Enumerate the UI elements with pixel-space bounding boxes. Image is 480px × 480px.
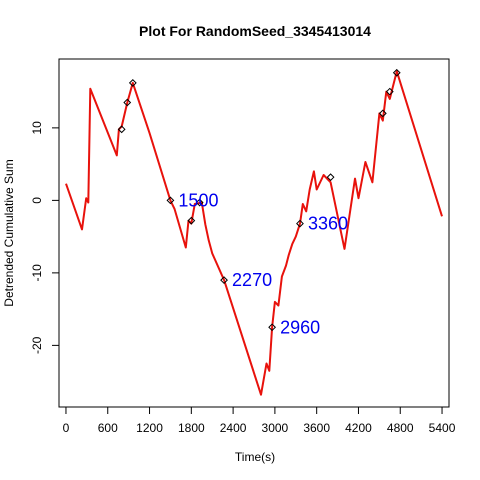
- x-tick-label: 4200: [345, 421, 372, 435]
- diamond-marker: [123, 98, 132, 107]
- diamond-marker: [117, 125, 126, 134]
- diamond-marker: [195, 198, 204, 207]
- diamond-marker: [128, 79, 137, 87]
- diamond-marker: [296, 219, 304, 228]
- x-tick-label: 4800: [387, 421, 414, 435]
- diamond-marker: [378, 109, 387, 118]
- marker-group: [117, 68, 401, 332]
- y-tick-label: 0: [30, 197, 44, 204]
- x-tick-label: 600: [98, 421, 118, 435]
- y-axis: -20 -10 0 10: [30, 121, 60, 354]
- x-tick-label: 5400: [429, 421, 456, 435]
- diamond-marker: [220, 276, 228, 285]
- x-tick-label: 1800: [178, 421, 205, 435]
- diamond-marker: [268, 323, 277, 332]
- x-axis: 0 600 1200 1800 2400 3000 3600 4200 4800 5400: [63, 406, 456, 435]
- series-line-0: [65, 70, 443, 396]
- y-tick-label: 10: [30, 121, 44, 135]
- plot-frame: [58, 58, 450, 408]
- annotation-label: 2270: [232, 270, 272, 290]
- y-tick-label: -20: [30, 336, 44, 354]
- x-tick-label: 2400: [220, 421, 247, 435]
- chart-title: Plot For RandomSeed_3345413014: [139, 23, 371, 39]
- annotation-group: 1500 2270 2960 3360: [178, 190, 348, 337]
- diamond-marker: [166, 196, 175, 205]
- diamond-marker: [326, 173, 335, 182]
- y-axis-label: Detrended Cumulative Sum: [2, 159, 16, 306]
- y-tick-label: -10: [30, 264, 44, 282]
- x-tick-label: 1200: [136, 421, 163, 435]
- annotation-label: 2960: [280, 317, 320, 337]
- x-tick-label: 3600: [303, 421, 330, 435]
- annotation-label: 1500: [178, 190, 218, 210]
- x-tick-label: 0: [63, 421, 70, 435]
- diamond-marker: [187, 216, 196, 225]
- diamond-marker: [385, 87, 394, 96]
- annotation-label: 3360: [308, 214, 348, 234]
- x-axis-label: Time(s): [235, 450, 275, 464]
- series-group: [65, 70, 443, 396]
- x-tick-label: 3000: [262, 421, 289, 435]
- diamond-marker: [392, 68, 401, 77]
